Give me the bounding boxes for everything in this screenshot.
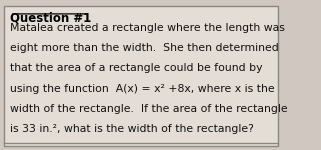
Text: using the function  A(x) = x² +8x, where x is the: using the function A(x) = x² +8x, where …	[10, 84, 274, 94]
Text: that the area of a rectangle could be found by: that the area of a rectangle could be fo…	[10, 63, 262, 73]
Text: eight more than the width.  She then determined: eight more than the width. She then dete…	[10, 43, 279, 53]
Text: width of the rectangle.  If the area of the rectangle: width of the rectangle. If the area of t…	[10, 104, 288, 114]
Text: Matalea created a rectangle where the length was: Matalea created a rectangle where the le…	[10, 23, 285, 33]
Text: Question #1: Question #1	[10, 12, 91, 25]
FancyBboxPatch shape	[4, 6, 278, 146]
Text: is 33 in.², what is the width of the rectangle?: is 33 in.², what is the width of the rec…	[10, 124, 254, 134]
